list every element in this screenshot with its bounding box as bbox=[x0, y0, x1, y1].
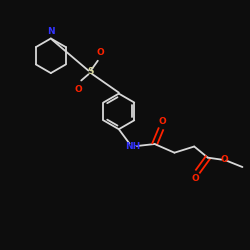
Text: O: O bbox=[220, 155, 228, 164]
Text: N: N bbox=[47, 27, 55, 36]
Text: O: O bbox=[96, 48, 104, 57]
Text: O: O bbox=[74, 85, 82, 94]
Text: S: S bbox=[87, 67, 94, 76]
Text: O: O bbox=[158, 117, 166, 126]
Text: O: O bbox=[192, 174, 199, 183]
Text: NH: NH bbox=[125, 142, 140, 151]
